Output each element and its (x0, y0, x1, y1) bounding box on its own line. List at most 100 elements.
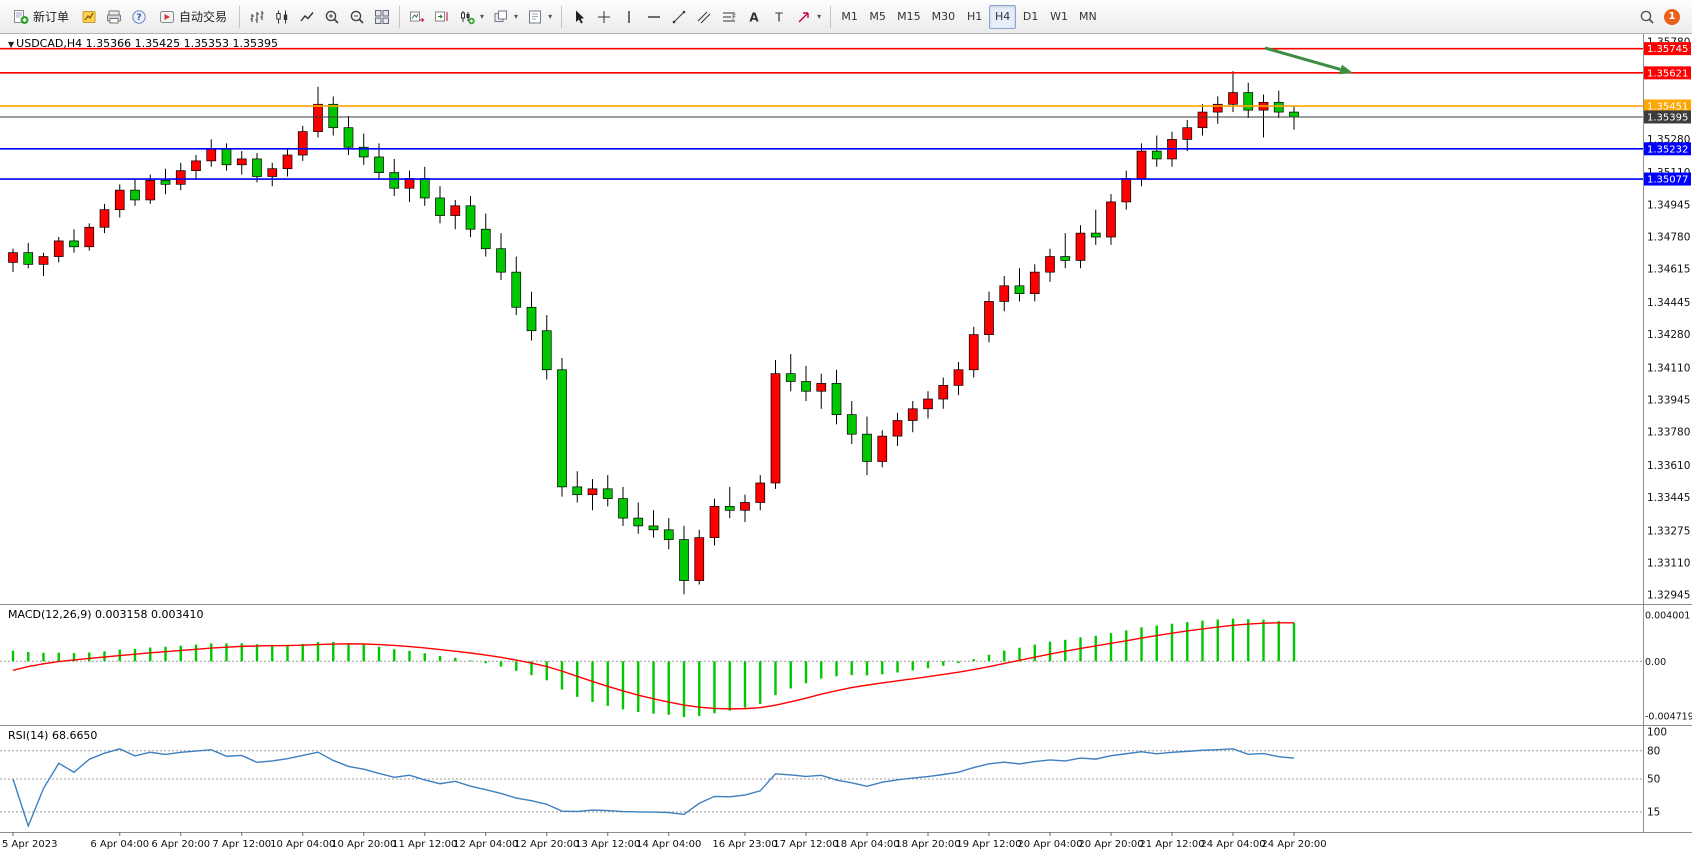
notification-badge[interactable]: 1 (1664, 8, 1680, 25)
chart-background (0, 34, 1692, 858)
price-axis-label: 1.34280 (1647, 329, 1690, 341)
text-icon: A (749, 10, 759, 24)
channel-button[interactable] (692, 5, 716, 29)
chart-shift-icon (435, 11, 448, 21)
trendline-icon (672, 10, 686, 23)
cursor-button[interactable] (567, 5, 591, 29)
profiles-button[interactable]: ▾ (489, 5, 522, 29)
time-axis[interactable]: 5 Apr 2023 6 Apr 04:00 6 Apr 20:00 7 Apr 12… (2, 832, 1327, 850)
auto-scroll-button[interactable] (405, 5, 429, 29)
price-axis-label: 1.33275 (1647, 525, 1690, 537)
zoom-out-button[interactable] (345, 5, 369, 29)
tf-mn-button[interactable]: MN (1074, 5, 1102, 29)
time-axis-label: 5 Apr 2023 (2, 839, 57, 850)
chevron-down-icon: ▾ (514, 12, 519, 21)
toolbar: 新订单 ? 自动交易 ▾ ▾ (0, 0, 1692, 34)
time-axis-label: 6 Apr 20:00 (151, 839, 210, 850)
price-axis[interactable]: 1.357801.356101.354451.352801.351101.349… (1643, 34, 1692, 832)
time-axis-label: 21 Apr 12:00 (1139, 839, 1204, 850)
tf-h1-button[interactable]: H1 (961, 5, 988, 29)
price-axis-label: 1.33780 (1647, 427, 1690, 439)
metaeditor-button[interactable] (77, 5, 101, 29)
chart-shift-button[interactable] (430, 5, 454, 29)
zoom-in-button[interactable] (320, 5, 344, 29)
print-icon (107, 10, 122, 23)
price-axis-label: 1.33110 (1647, 558, 1690, 570)
tf-h4-button[interactable]: H4 (989, 4, 1017, 29)
candlestick-series (8, 71, 1299, 595)
channel-icon (697, 11, 711, 23)
trend-arrow-object[interactable] (1264, 46, 1353, 75)
price-tag-1.35451: 1.35451 (1644, 99, 1691, 113)
bar-chart-icon (250, 10, 264, 23)
macd-panel: 0.004001 0.00 -0.004719 (0, 611, 1692, 722)
crosshair-button[interactable] (592, 5, 616, 29)
time-axis-label: 16 Apr 23:00 (712, 839, 777, 850)
fibonacci-button[interactable]: F (717, 5, 741, 29)
price-axis-label: 1.33445 (1647, 492, 1690, 504)
svg-text:1.35745: 1.35745 (1647, 44, 1688, 55)
tf-m1-button[interactable]: M1 (836, 5, 863, 29)
macd-label: MACD(12,26,9) 0.003158 0.003410 (8, 608, 204, 621)
price-tag-1.35232: 1.35232 (1644, 142, 1691, 156)
symbol-marker-icon: ▼ (8, 40, 15, 49)
tf-m5-button[interactable]: M5 (864, 5, 891, 29)
svg-text:1.35621: 1.35621 (1647, 68, 1688, 79)
svg-text:T: T (774, 10, 783, 24)
metaeditor-icon (82, 10, 96, 23)
label-button[interactable]: T (767, 5, 791, 29)
rsi-axis-label: 15 (1647, 806, 1660, 818)
line-button[interactable] (295, 5, 319, 29)
chart-title-text: USDCAD,H4 1.35366 1.35425 1.35353 1.3539… (16, 37, 279, 50)
chevron-down-icon: ▾ (817, 12, 822, 21)
help-button[interactable]: ? (127, 5, 151, 29)
new-chart-button[interactable]: ▾ (455, 5, 488, 29)
price-tag-1.35745: 1.35745 (1644, 42, 1691, 56)
new-order-button[interactable]: 新订单 (6, 5, 76, 29)
print-button[interactable] (102, 5, 126, 29)
text-button[interactable]: A (742, 5, 766, 29)
macd-axis-label: -0.004719 (1645, 711, 1692, 722)
price-tag-1.35621: 1.35621 (1644, 66, 1691, 80)
rsi-axis-label: 100 (1647, 727, 1667, 739)
tf-m30-button[interactable]: M30 (927, 5, 961, 29)
price-axis-label: 1.34780 (1647, 232, 1690, 244)
zoom-out-icon (350, 10, 364, 24)
templates-button[interactable]: ▾ (523, 5, 556, 29)
vertical-line-icon (628, 10, 630, 23)
macd-histogram (11, 618, 1296, 717)
hline-button[interactable] (642, 5, 666, 29)
search-icon (1640, 10, 1654, 24)
tf-w1-button[interactable]: W1 (1045, 5, 1073, 29)
price-chart-canvas[interactable]: 1.357801.356101.354451.352801.351101.349… (0, 34, 1692, 858)
time-axis-label: 12 Apr 20:00 (514, 839, 579, 850)
arrow-object-icon (798, 11, 809, 22)
tf-m15-button[interactable]: M15 (892, 5, 926, 29)
time-axis-label: 6 Apr 04:00 (90, 839, 149, 850)
toolbar-separator (830, 5, 832, 28)
rsi-line (12, 748, 1295, 829)
tile-windows-button[interactable] (370, 5, 394, 29)
time-axis-label: 20 Apr 04:00 (1017, 839, 1082, 850)
crosshair-icon (598, 10, 611, 23)
time-axis-label: 18 Apr 20:00 (895, 839, 960, 850)
vline-button[interactable] (617, 5, 641, 29)
price-axis-label: 1.33610 (1647, 460, 1690, 472)
bars-button[interactable] (245, 5, 269, 29)
text-label-icon: T (774, 10, 783, 24)
time-axis-label: 13 Apr 12:00 (575, 839, 640, 850)
auto-trading-button[interactable]: 自动交易 (152, 5, 234, 29)
candles-button[interactable] (270, 5, 294, 29)
trendline-button[interactable] (667, 5, 691, 29)
auto-trading-icon (160, 10, 175, 23)
chart-area[interactable]: 1.357801.356101.354451.352801.351101.349… (0, 34, 1692, 858)
arrows-button[interactable]: ▾ (792, 5, 825, 29)
search-button[interactable] (1635, 5, 1659, 29)
svg-text:F: F (732, 13, 736, 21)
toolbar-separator (399, 5, 401, 28)
time-axis-label: 10 Apr 20:00 (331, 839, 396, 850)
tf-d1-button[interactable]: D1 (1017, 5, 1044, 29)
cursor-icon (576, 10, 585, 23)
auto-trading-label: 自动交易 (179, 10, 228, 24)
zoom-in-icon (325, 10, 339, 24)
